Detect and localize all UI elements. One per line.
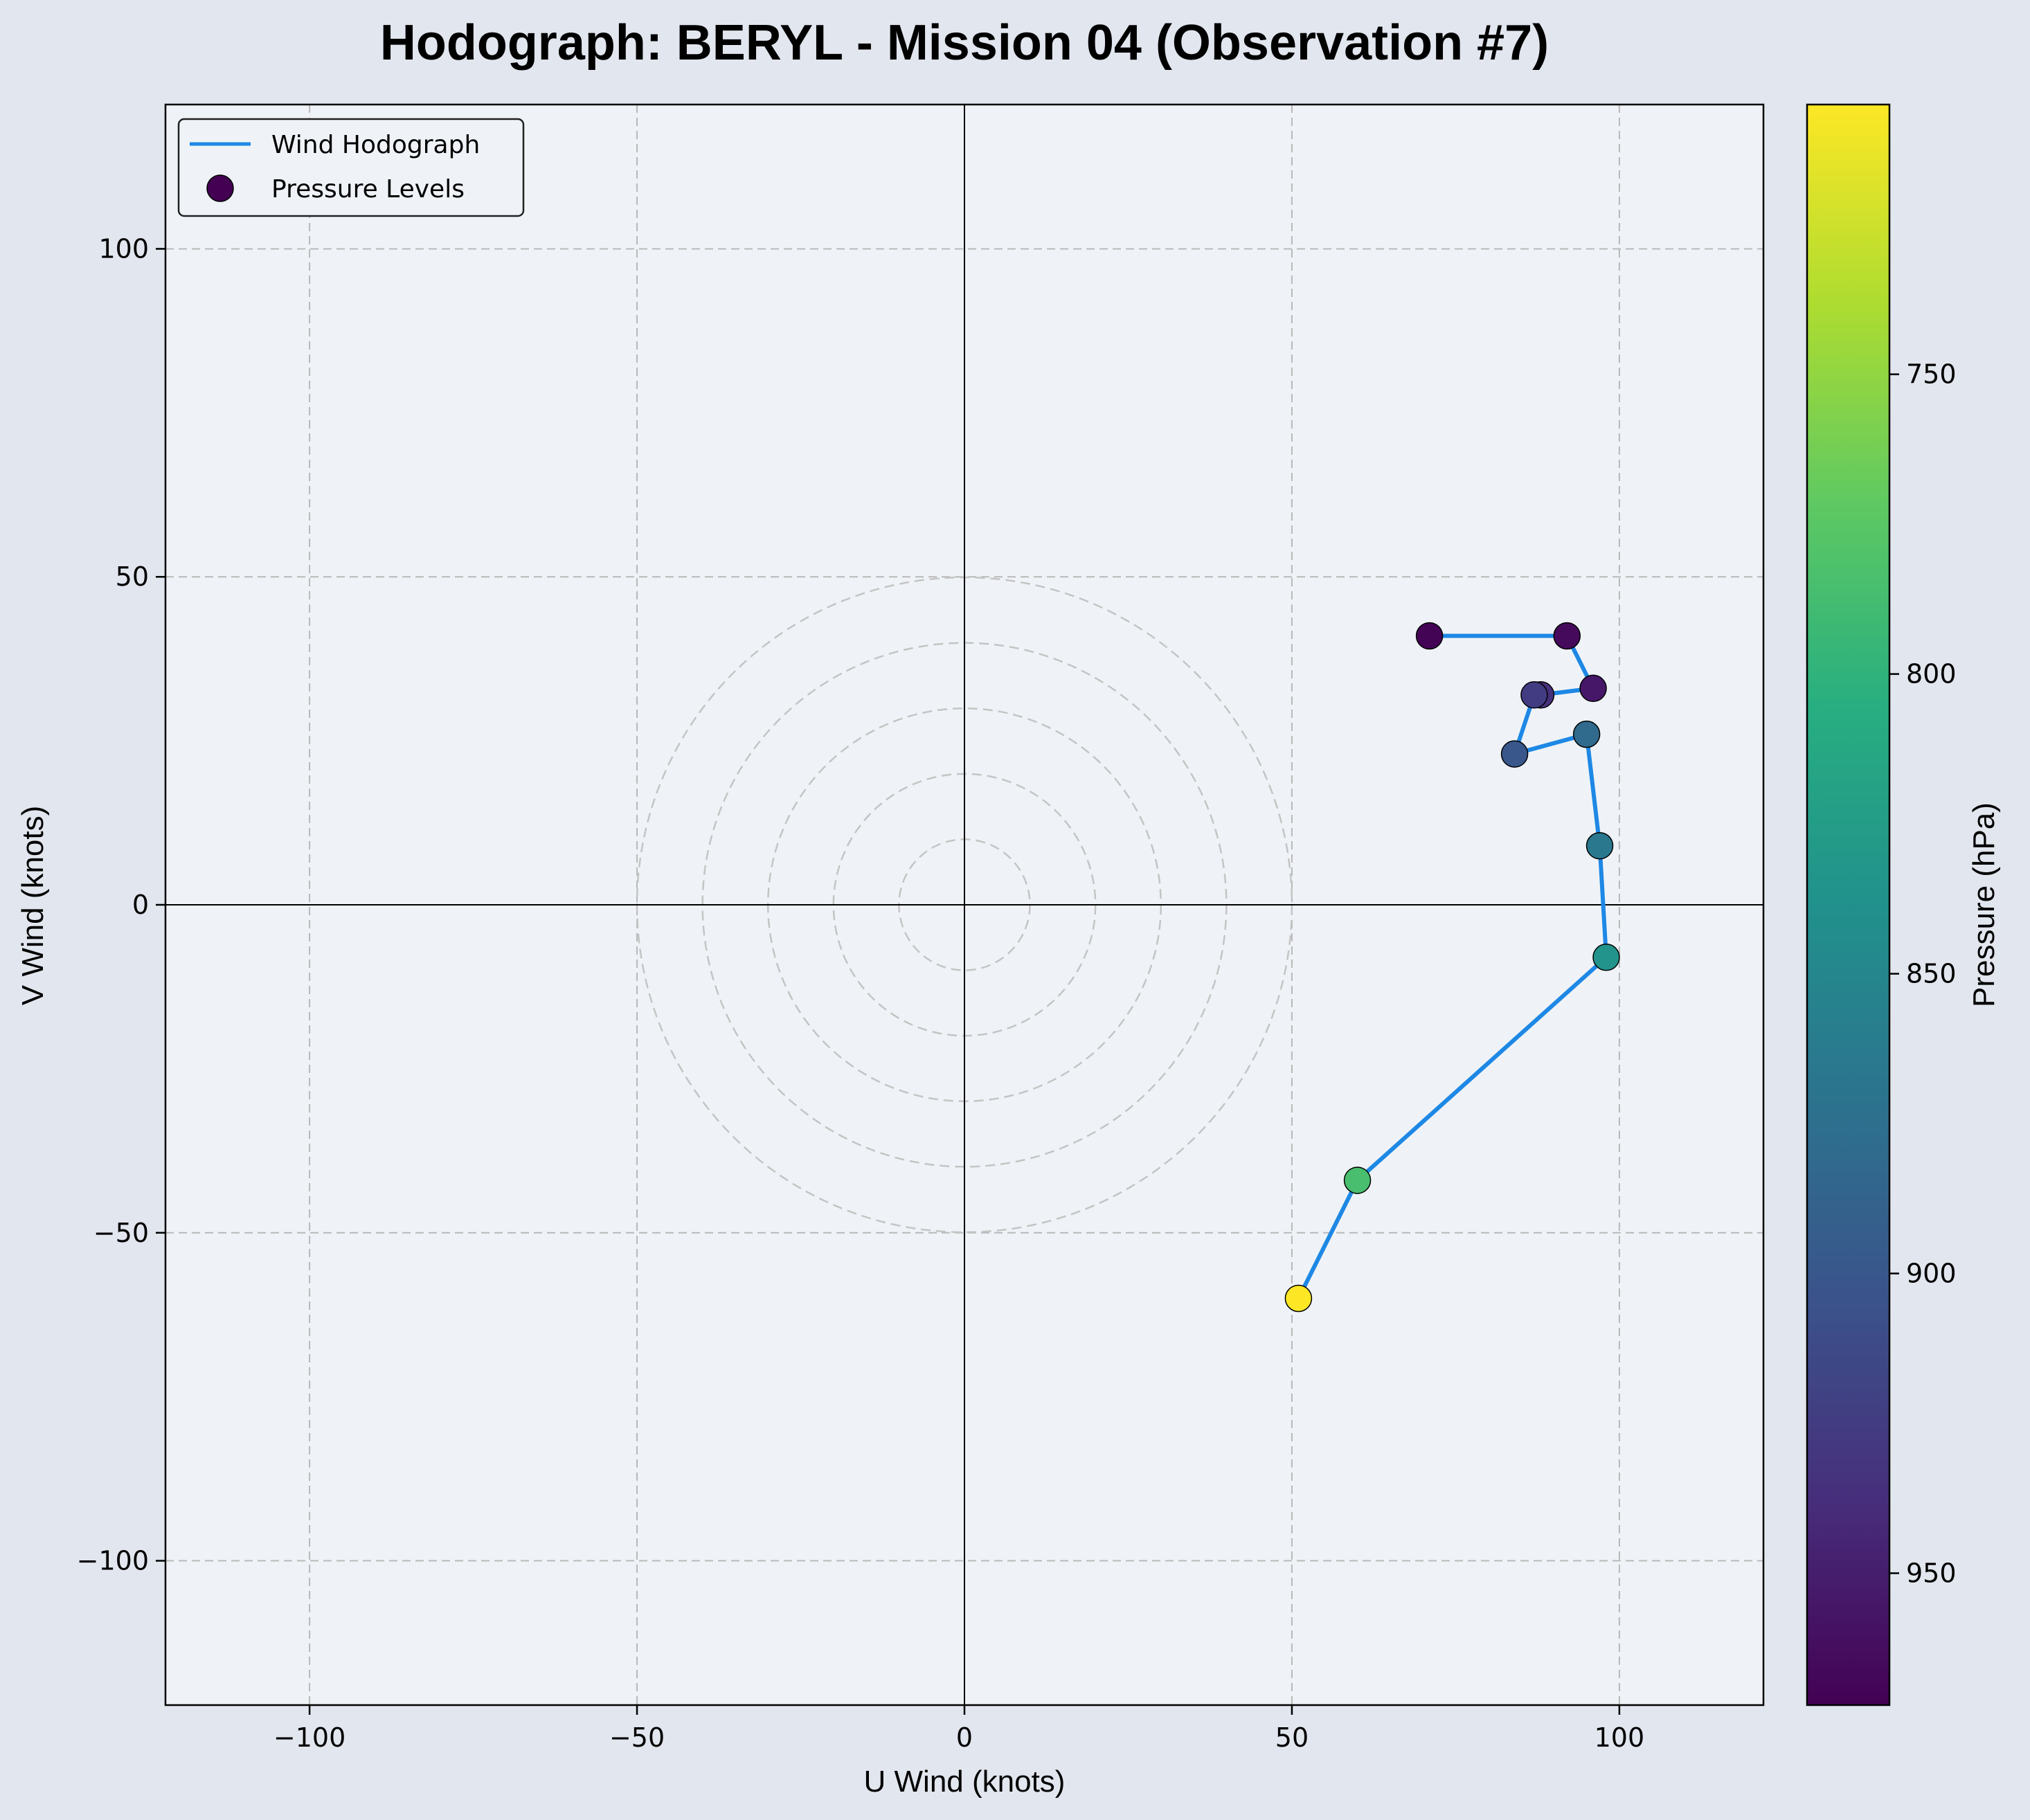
colorbar-gradient: [1807, 105, 1889, 1705]
pressure-level-point: [1572, 720, 1601, 748]
x-tick-label: 50: [1275, 1722, 1309, 1753]
x-tick-label: 0: [956, 1722, 973, 1753]
legend-marker-swatch: [206, 174, 234, 202]
legend: Wind Hodograph Pressure Levels: [177, 118, 525, 217]
grid: [165, 105, 1763, 1705]
colorbar-ticks: 750 800 850 900 950: [1889, 359, 1957, 1588]
pressure-level-point: [1553, 622, 1581, 650]
x-axis-ticks: −100 −50 0 50 100: [273, 1705, 1644, 1753]
colorbar: 750 800 850 900 950 Pressure (hPa): [1806, 103, 2001, 1706]
y-tick-label: 100: [98, 233, 149, 264]
colorbar-tick-label: 850: [1906, 959, 1957, 989]
colorbar-label: Pressure (hPa): [1967, 802, 2001, 1007]
colorbar-tick-label: 750: [1906, 359, 1957, 390]
x-tick-label: 100: [1595, 1722, 1645, 1753]
pressure-level-point: [1586, 831, 1614, 860]
x-tick-label: −100: [273, 1722, 345, 1753]
pressure-level-point: [1579, 674, 1607, 703]
legend-label-pressure-levels: Pressure Levels: [271, 175, 465, 204]
y-tick-label: −100: [77, 1546, 149, 1576]
zero-axis-lines: [165, 105, 1763, 1705]
pressure-level-point: [1415, 622, 1444, 650]
colorbar-tick-label: 950: [1906, 1558, 1957, 1588]
colorbar-frame: [1806, 103, 1891, 1706]
legend-label-wind-hodograph: Wind Hodograph: [271, 131, 480, 159]
colorbar-tick-label: 900: [1906, 1259, 1957, 1289]
x-tick-label: −50: [609, 1722, 665, 1753]
x-axis-label: U Wind (knots): [864, 1765, 1066, 1799]
y-tick-label: −50: [93, 1218, 149, 1248]
pressure-level-point: [1520, 681, 1548, 709]
series-layer: [1284, 622, 1620, 1313]
pressure-level-point: [1500, 740, 1529, 768]
y-tick-label: 0: [132, 890, 149, 920]
legend-box: [177, 118, 525, 217]
y-axis-label: V Wind (knots): [16, 806, 50, 1006]
pressure-level-point: [1343, 1166, 1372, 1194]
pressure-level-point: [1592, 944, 1620, 971]
colorbar-tick-label: 800: [1906, 659, 1957, 690]
chart-title: Hodograph: BERYL - Mission 04 (Observati…: [380, 15, 1549, 71]
y-axis-ticks: −100 −50 0 50 100: [77, 233, 165, 1576]
pressure-level-point: [1284, 1284, 1313, 1313]
y-tick-label: 50: [116, 561, 149, 592]
